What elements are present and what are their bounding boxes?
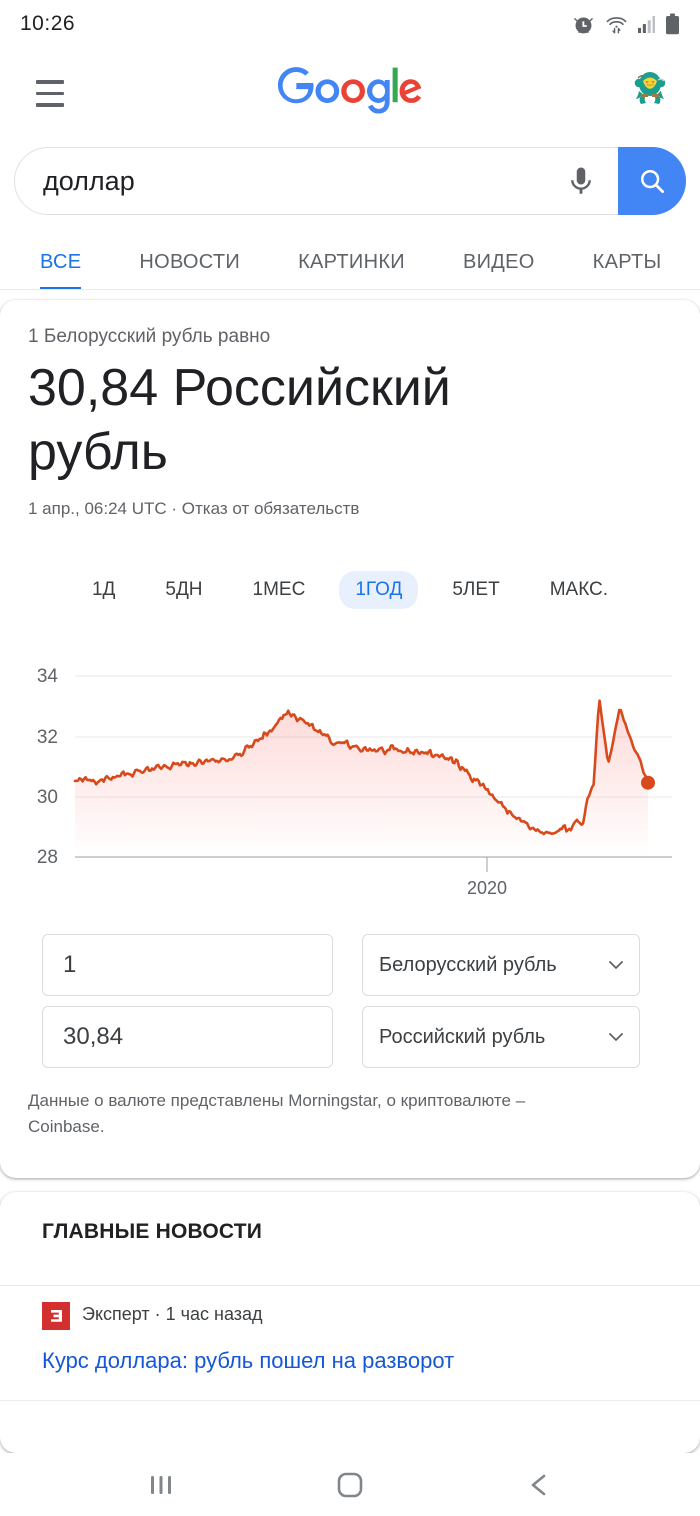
svg-text:34: 34 — [37, 666, 59, 687]
svg-text:28: 28 — [37, 847, 58, 868]
svg-text:30: 30 — [37, 787, 58, 808]
svg-text:2020: 2020 — [467, 878, 507, 898]
svg-text:32: 32 — [37, 727, 58, 748]
